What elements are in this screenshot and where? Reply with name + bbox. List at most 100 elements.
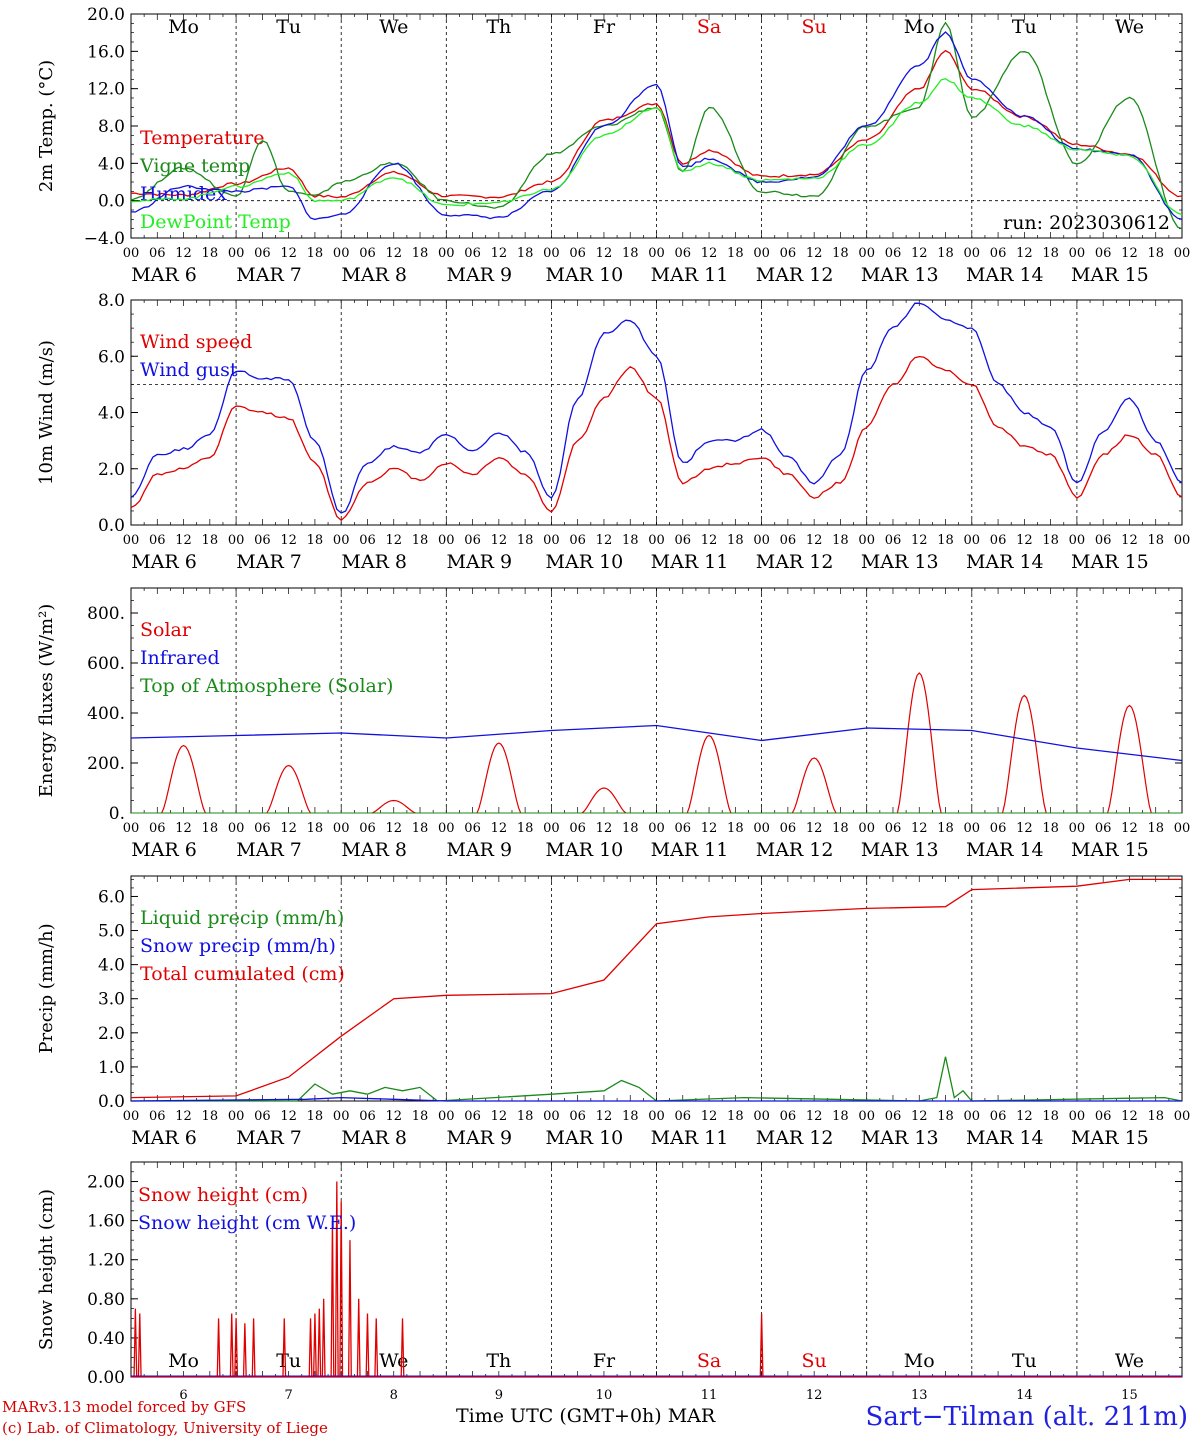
legend-entry: Infrared	[140, 647, 220, 669]
hour-tick-label: 06	[569, 821, 586, 836]
legend-entry: Snow height (cm)	[138, 1184, 308, 1206]
y-tick-label: 200.	[87, 754, 125, 774]
plot-frame	[130, 299, 1183, 526]
hour-tick-label: 00	[123, 821, 140, 836]
y-tick-label: 2.0	[98, 460, 125, 480]
y-tick-label: 4.0	[98, 956, 125, 976]
y-tick-label: 2.00	[87, 1173, 125, 1193]
hour-tick-label: 18	[307, 1109, 324, 1124]
hour-tick-label: 18	[412, 1109, 429, 1124]
hour-tick-label: 06	[675, 533, 692, 548]
plot-frame	[130, 587, 1183, 814]
hour-tick-label: 00	[543, 1109, 560, 1124]
y-axis-label: Snow height (cm)	[36, 1189, 57, 1350]
date-label: MAR 9	[446, 1127, 512, 1149]
hour-tick-label: 00	[438, 1109, 455, 1124]
day-number-label: 11	[701, 1388, 718, 1403]
hour-tick-label: 18	[1147, 246, 1164, 261]
snow-spike	[242, 1323, 247, 1378]
hour-tick-label: 00	[333, 1109, 350, 1124]
hour-tick-label: 18	[1147, 1109, 1164, 1124]
date-label: MAR 13	[861, 264, 939, 286]
hour-tick-label: 18	[622, 533, 639, 548]
hour-tick-label: 18	[1147, 533, 1164, 548]
legend-entry: Snow height (cm W.E.)	[138, 1212, 356, 1234]
y-tick-label: 8.0	[98, 291, 125, 311]
hour-tick-label: 00	[753, 821, 770, 836]
hour-tick-label: 12	[385, 821, 402, 836]
hour-tick-label: 06	[464, 533, 481, 548]
hour-tick-label: 12	[701, 533, 718, 548]
day-number-label: 14	[1016, 1388, 1033, 1403]
weekday-label: Th	[486, 1350, 511, 1372]
y-tick-label: 0.40	[87, 1329, 125, 1349]
hour-tick-label: 00	[333, 246, 350, 261]
series-line-0	[131, 1056, 1183, 1102]
hour-tick-label: 12	[175, 1109, 192, 1124]
hour-tick-label: 00	[438, 246, 455, 261]
weekday-label: Su	[802, 1350, 827, 1372]
panel-2: 0.0 2.0 4.0 6.0 8.0 10m Wind (m/s) 00 06 12 18 00 0…	[36, 291, 1190, 573]
hour-tick-label: 06	[990, 533, 1007, 548]
day-number-label: 10	[596, 1388, 613, 1403]
snow-spike	[251, 1318, 256, 1378]
model-credit: MARv3.13 model forced by GFS	[2, 1398, 247, 1416]
legend-entry: Wind gust	[140, 359, 238, 381]
series-line-2	[130, 31, 1183, 221]
day-number-label: 7	[285, 1388, 293, 1403]
hour-tick-label: 00	[1174, 821, 1191, 836]
day-number-label: 6	[179, 1388, 187, 1403]
snow-spike	[229, 1313, 234, 1378]
hour-tick-label: 12	[385, 246, 402, 261]
date-label: MAR 10	[546, 1127, 624, 1149]
y-axis-label: Energy fluxes (W/m²)	[36, 604, 57, 798]
hour-tick-label: 12	[491, 821, 508, 836]
date-label: MAR 12	[756, 551, 834, 573]
series-line-0	[130, 355, 1183, 522]
hour-tick-label: 12	[1016, 246, 1033, 261]
panel-4: 0.0 1.0 2.0 3.0 4.0 5.0 6.0 Precip (mm/h) 00 06 12…	[36, 875, 1190, 1149]
date-label: MAR 9	[446, 551, 512, 573]
hour-tick-label: 06	[780, 533, 797, 548]
hour-tick-label: 18	[832, 1109, 849, 1124]
snow-spike	[330, 1220, 335, 1378]
hour-tick-label: 12	[806, 1109, 823, 1124]
date-label: MAR 6	[131, 551, 197, 573]
legend-entry: Vigne temp	[139, 155, 250, 177]
hour-tick-label: 00	[1069, 821, 1086, 836]
hour-tick-label: 06	[1095, 246, 1112, 261]
weekday-label: Sa	[697, 16, 721, 38]
series-line-1	[130, 302, 1183, 514]
hour-tick-label: 18	[1042, 246, 1059, 261]
date-label: MAR 15	[1071, 839, 1149, 861]
date-label: MAR 11	[651, 551, 729, 573]
hour-tick-label: 06	[254, 821, 271, 836]
snow-spike	[339, 1201, 344, 1378]
weekday-label: We	[379, 16, 408, 38]
hour-tick-label: 06	[569, 246, 586, 261]
snow-spike	[308, 1318, 313, 1378]
hour-tick-label: 12	[1016, 1109, 1033, 1124]
date-label: MAR 7	[236, 264, 302, 286]
y-tick-label: 0.0	[98, 192, 125, 212]
hour-tick-label: 00	[964, 821, 981, 836]
hour-tick-label: 12	[1016, 533, 1033, 548]
hour-tick-label: 00	[438, 821, 455, 836]
date-label: MAR 6	[131, 839, 197, 861]
hour-tick-label: 18	[307, 533, 324, 548]
weekday-label: Fr	[593, 1350, 616, 1372]
date-label: MAR 9	[446, 264, 512, 286]
hour-tick-label: 06	[464, 821, 481, 836]
snow-spike	[356, 1298, 361, 1378]
weekday-label: We	[1115, 1350, 1144, 1372]
date-label: MAR 8	[341, 839, 407, 861]
hour-tick-label: 06	[569, 1109, 586, 1124]
hour-tick-label: 06	[569, 533, 586, 548]
weekday-label: Mo	[168, 16, 199, 38]
weekday-label: Fr	[593, 16, 616, 38]
hour-tick-label: 18	[412, 246, 429, 261]
hour-tick-label: 06	[254, 1109, 271, 1124]
hour-tick-label: 18	[202, 246, 219, 261]
weekday-label: Tu	[1012, 1350, 1037, 1372]
hour-tick-label: 18	[517, 246, 534, 261]
